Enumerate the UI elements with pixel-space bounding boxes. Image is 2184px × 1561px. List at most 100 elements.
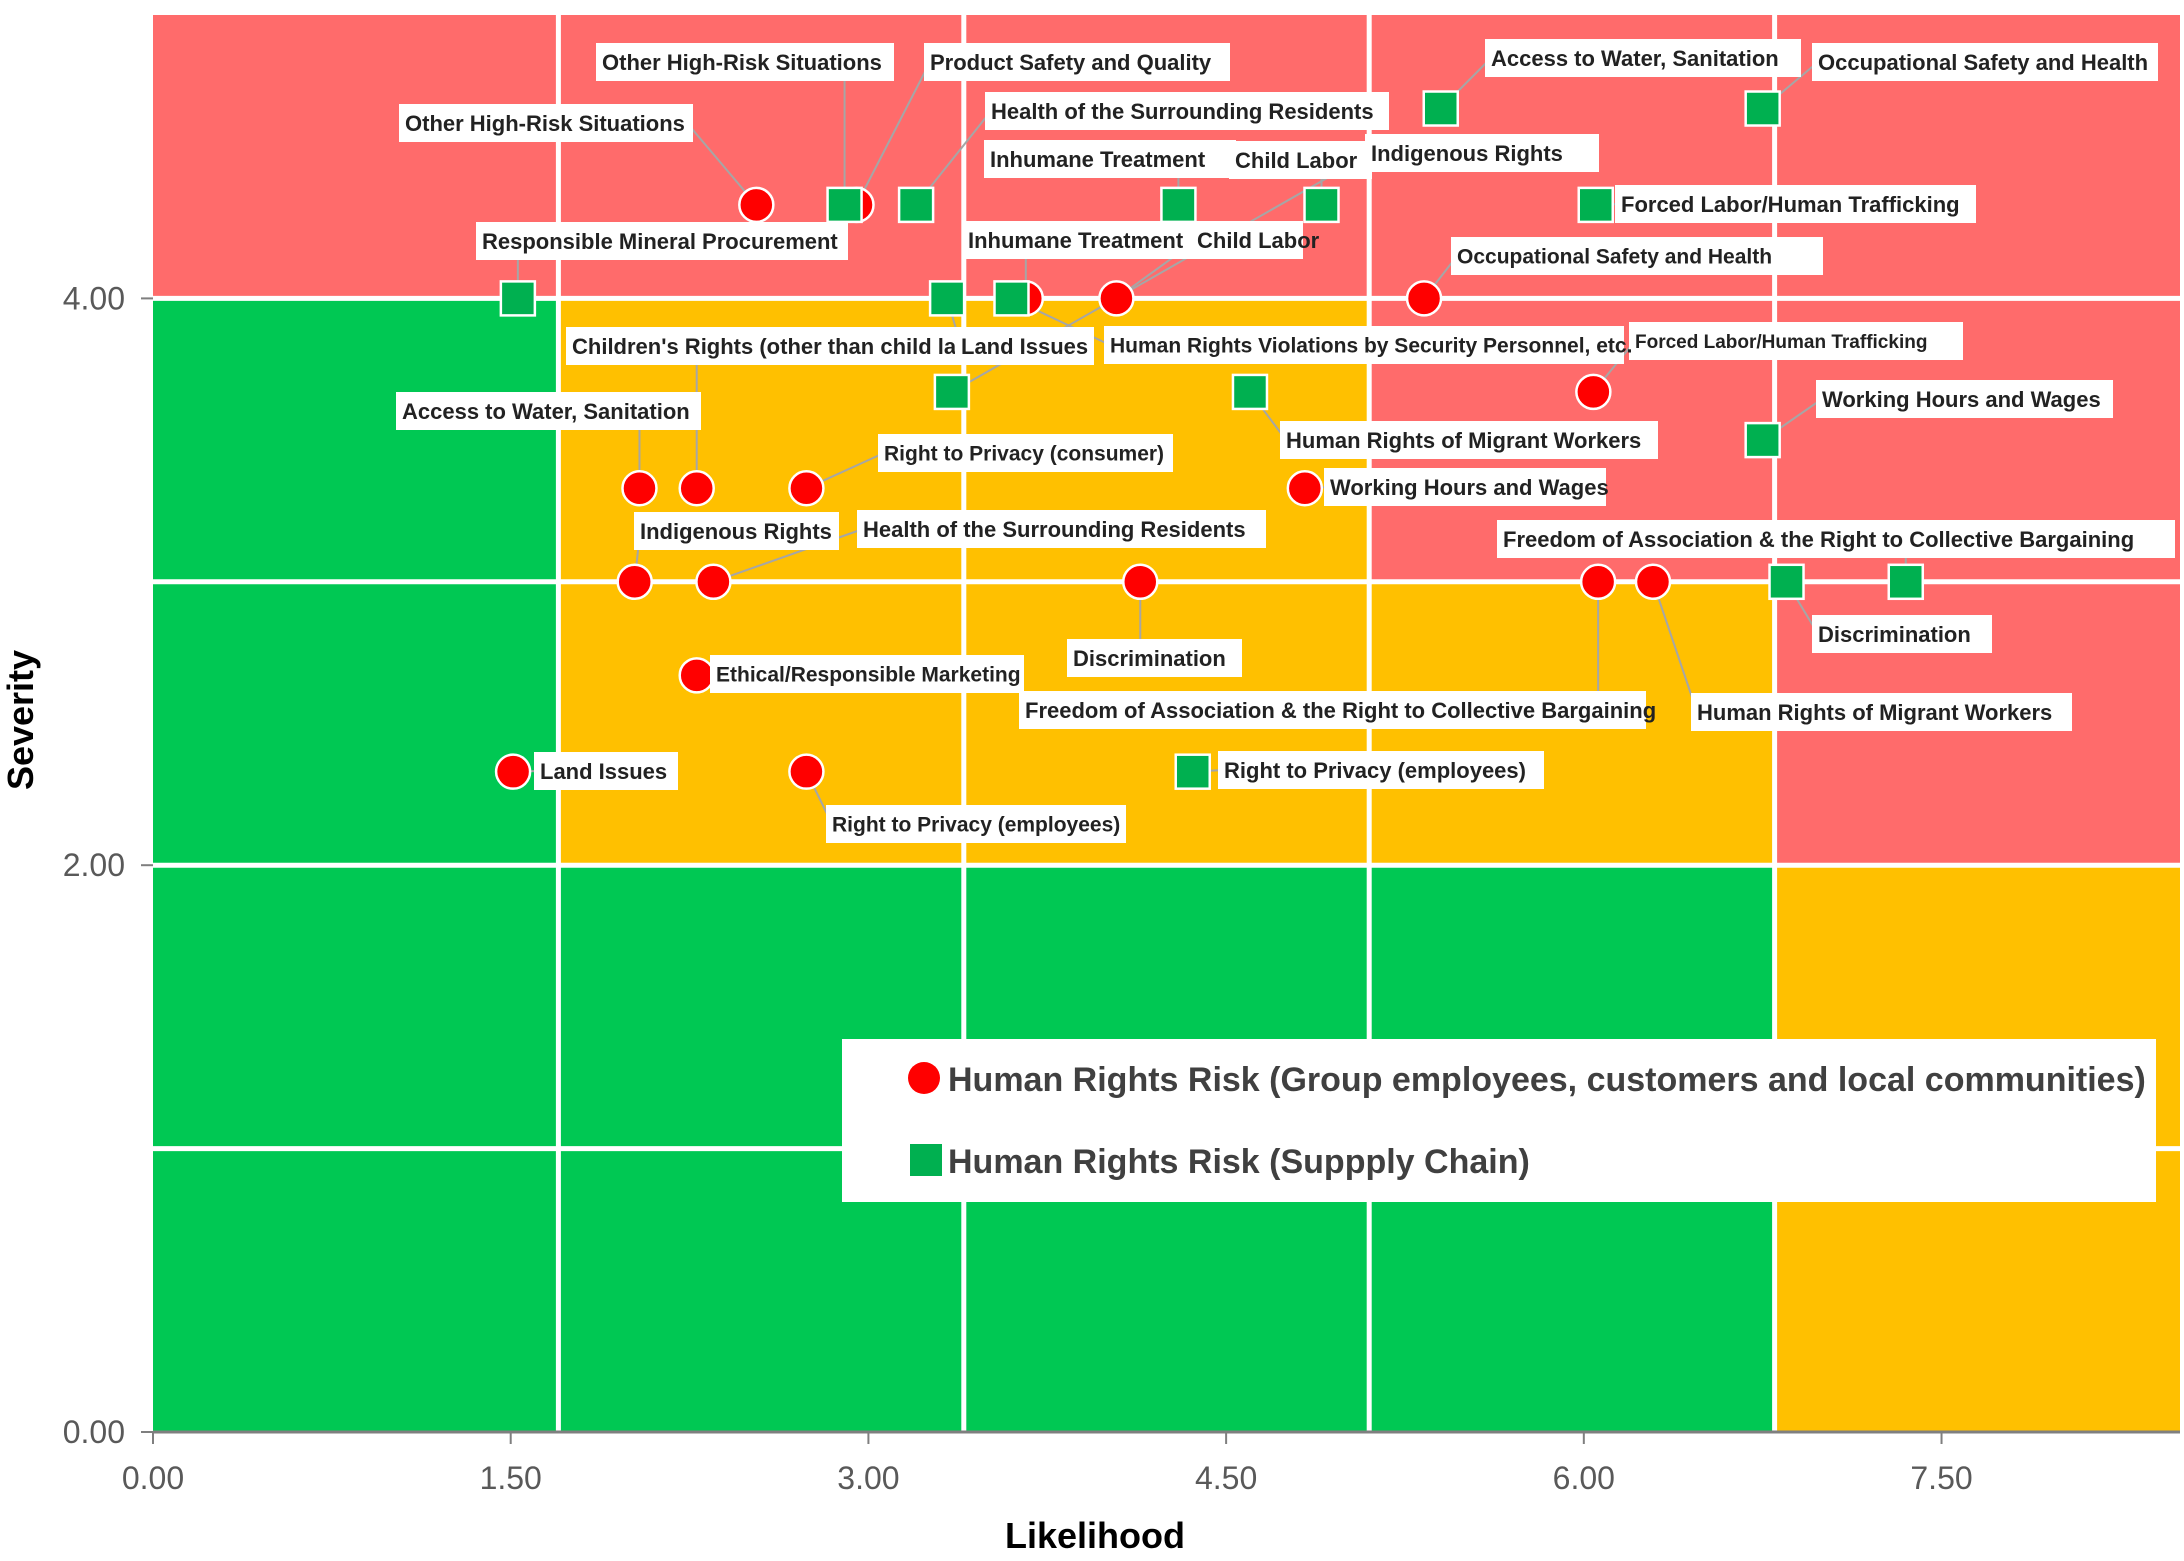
x-tick-label: 1.50 <box>480 1460 542 1496</box>
data-label: Forced Labor/Human Trafficking <box>1635 332 1927 353</box>
risk-zone-cell <box>153 1148 559 1432</box>
data-label: Ethical/Responsible Marketing <box>716 664 1021 687</box>
data-label-box <box>1324 468 1606 506</box>
x-axis-title: Likelihood <box>1005 1515 1185 1556</box>
data-label-box <box>396 392 701 430</box>
risk-point-square <box>826 186 863 224</box>
data-label: Other High-Risk Situations <box>602 50 882 75</box>
data-label-box <box>1067 639 1242 677</box>
data-label-box <box>1629 322 1963 360</box>
data-label: Working Hours and Wages <box>1330 475 1609 500</box>
data-label-box <box>1191 221 1303 259</box>
legend: Human Rights Risk (Group employees, cust… <box>842 1039 2156 1202</box>
data-label: Child Labor <box>1235 148 1358 173</box>
risk-point-square <box>897 186 935 224</box>
data-label-box <box>955 327 1094 365</box>
data-label: Children's Rights (other than child labo… <box>572 334 999 359</box>
data-label: Child Labor <box>1197 228 1320 253</box>
x-tick-label: 7.50 <box>1910 1460 1972 1496</box>
data-label-box <box>962 221 1204 259</box>
risk-point-square <box>1768 563 1805 601</box>
data-label: Human Rights Violations by Security Pers… <box>1110 335 1632 358</box>
data-label-box <box>534 752 678 790</box>
data-label-box <box>596 43 894 81</box>
data-label: Forced Labor/Human Trafficking <box>1621 192 1960 217</box>
data-label-box <box>1218 751 1544 789</box>
risk-point-circle <box>695 563 732 601</box>
data-label-box <box>1812 43 2158 81</box>
y-tick-label: 0.00 <box>63 1414 125 1450</box>
data-label-box <box>1615 185 1976 223</box>
data-label: Occupational Safety and Health <box>1818 50 2148 75</box>
data-label-box <box>1816 380 2113 418</box>
data-label-box <box>1019 691 1646 729</box>
axes: 0.00 1.50 3.00 4.50 6.00 7.50 0.00 2.00 4.00 <box>63 280 2180 1496</box>
risk-point-circle <box>621 470 658 507</box>
data-label: Right to Privacy (consumer) <box>884 443 1164 466</box>
data-label: Indigenous Rights <box>640 519 832 544</box>
y-axis-title: Severity <box>0 650 41 790</box>
risk-point-circle <box>788 753 825 790</box>
legend-box <box>842 1039 2156 1202</box>
legend-circle-marker <box>908 1062 940 1094</box>
data-points <box>494 90 1925 790</box>
x-tick-label: 0.00 <box>122 1460 184 1496</box>
data-label-box <box>634 512 839 550</box>
risk-point-circle <box>1098 280 1135 317</box>
data-label: Freedom of Association & the Right to Co… <box>1503 527 2134 552</box>
data-label-box <box>1812 615 1992 653</box>
risk-point-square <box>1160 186 1197 224</box>
risk-point-circle <box>1634 563 1672 601</box>
risk-point-square <box>1422 90 1459 127</box>
data-label-box <box>566 327 965 365</box>
data-label: Working Hours and Wages <box>1822 387 2101 412</box>
risk-point-circle <box>616 563 653 601</box>
risk-point-circle <box>738 186 775 224</box>
y-tick-label: 4.00 <box>63 280 125 316</box>
data-label-box <box>826 805 1126 843</box>
risk-point-square <box>1577 186 1614 224</box>
risk-point-circle <box>494 753 532 790</box>
risk-point-square <box>928 280 966 317</box>
risk-point-square <box>1174 753 1211 790</box>
data-label-box <box>984 140 1236 178</box>
data-label: Access to Water, Sanitation <box>402 399 690 424</box>
risk-point-circle <box>1579 563 1617 601</box>
risk-point-circle <box>1575 373 1612 411</box>
data-label: Occupational Safety and Health <box>1457 246 1772 269</box>
risk-point-square <box>1744 421 1781 459</box>
risk-point-square <box>499 280 537 317</box>
data-label-box <box>1229 141 1372 179</box>
data-label-box <box>1485 39 1801 77</box>
data-label: Responsible Mineral Procurement <box>482 229 838 254</box>
risk-point-circle <box>678 470 715 507</box>
data-label-box <box>1365 134 1599 172</box>
data-label: Freedom of Association & the Right to Co… <box>1025 698 1656 723</box>
data-label-box <box>924 43 1230 81</box>
x-tick-label: 3.00 <box>837 1460 899 1496</box>
legend-square-marker <box>910 1144 942 1176</box>
data-label: Right to Privacy (employees) <box>832 814 1120 837</box>
risk-zone-cell <box>153 865 559 1149</box>
risk-point-circle <box>1405 280 1443 317</box>
risk-zone-cell <box>153 581 559 866</box>
data-label: Health of the Surrounding Residents <box>863 517 1246 542</box>
leader-line <box>1652 581 1698 713</box>
x-tick-label: 4.50 <box>1195 1460 1257 1496</box>
data-label: Land Issues <box>540 759 667 784</box>
legend-label-group-employees: Human Rights Risk (Group employees, cust… <box>948 1061 2146 1099</box>
data-label: Indigenous Rights <box>1371 141 1563 166</box>
data-label-box <box>399 104 693 142</box>
risk-point-circle <box>678 657 715 694</box>
data-label-box <box>1280 421 1658 459</box>
data-label: Inhumane Treatment <box>968 228 1184 253</box>
leader-line <box>855 61 931 206</box>
data-label: Land Issues <box>961 334 1088 359</box>
y-tick-label: 2.00 <box>63 847 125 883</box>
data-label-box <box>857 510 1266 548</box>
risk-point-square <box>993 280 1030 317</box>
risk-zone-cell <box>153 298 559 582</box>
data-label: Discrimination <box>1073 646 1226 671</box>
data-label: Discrimination <box>1818 622 1971 647</box>
